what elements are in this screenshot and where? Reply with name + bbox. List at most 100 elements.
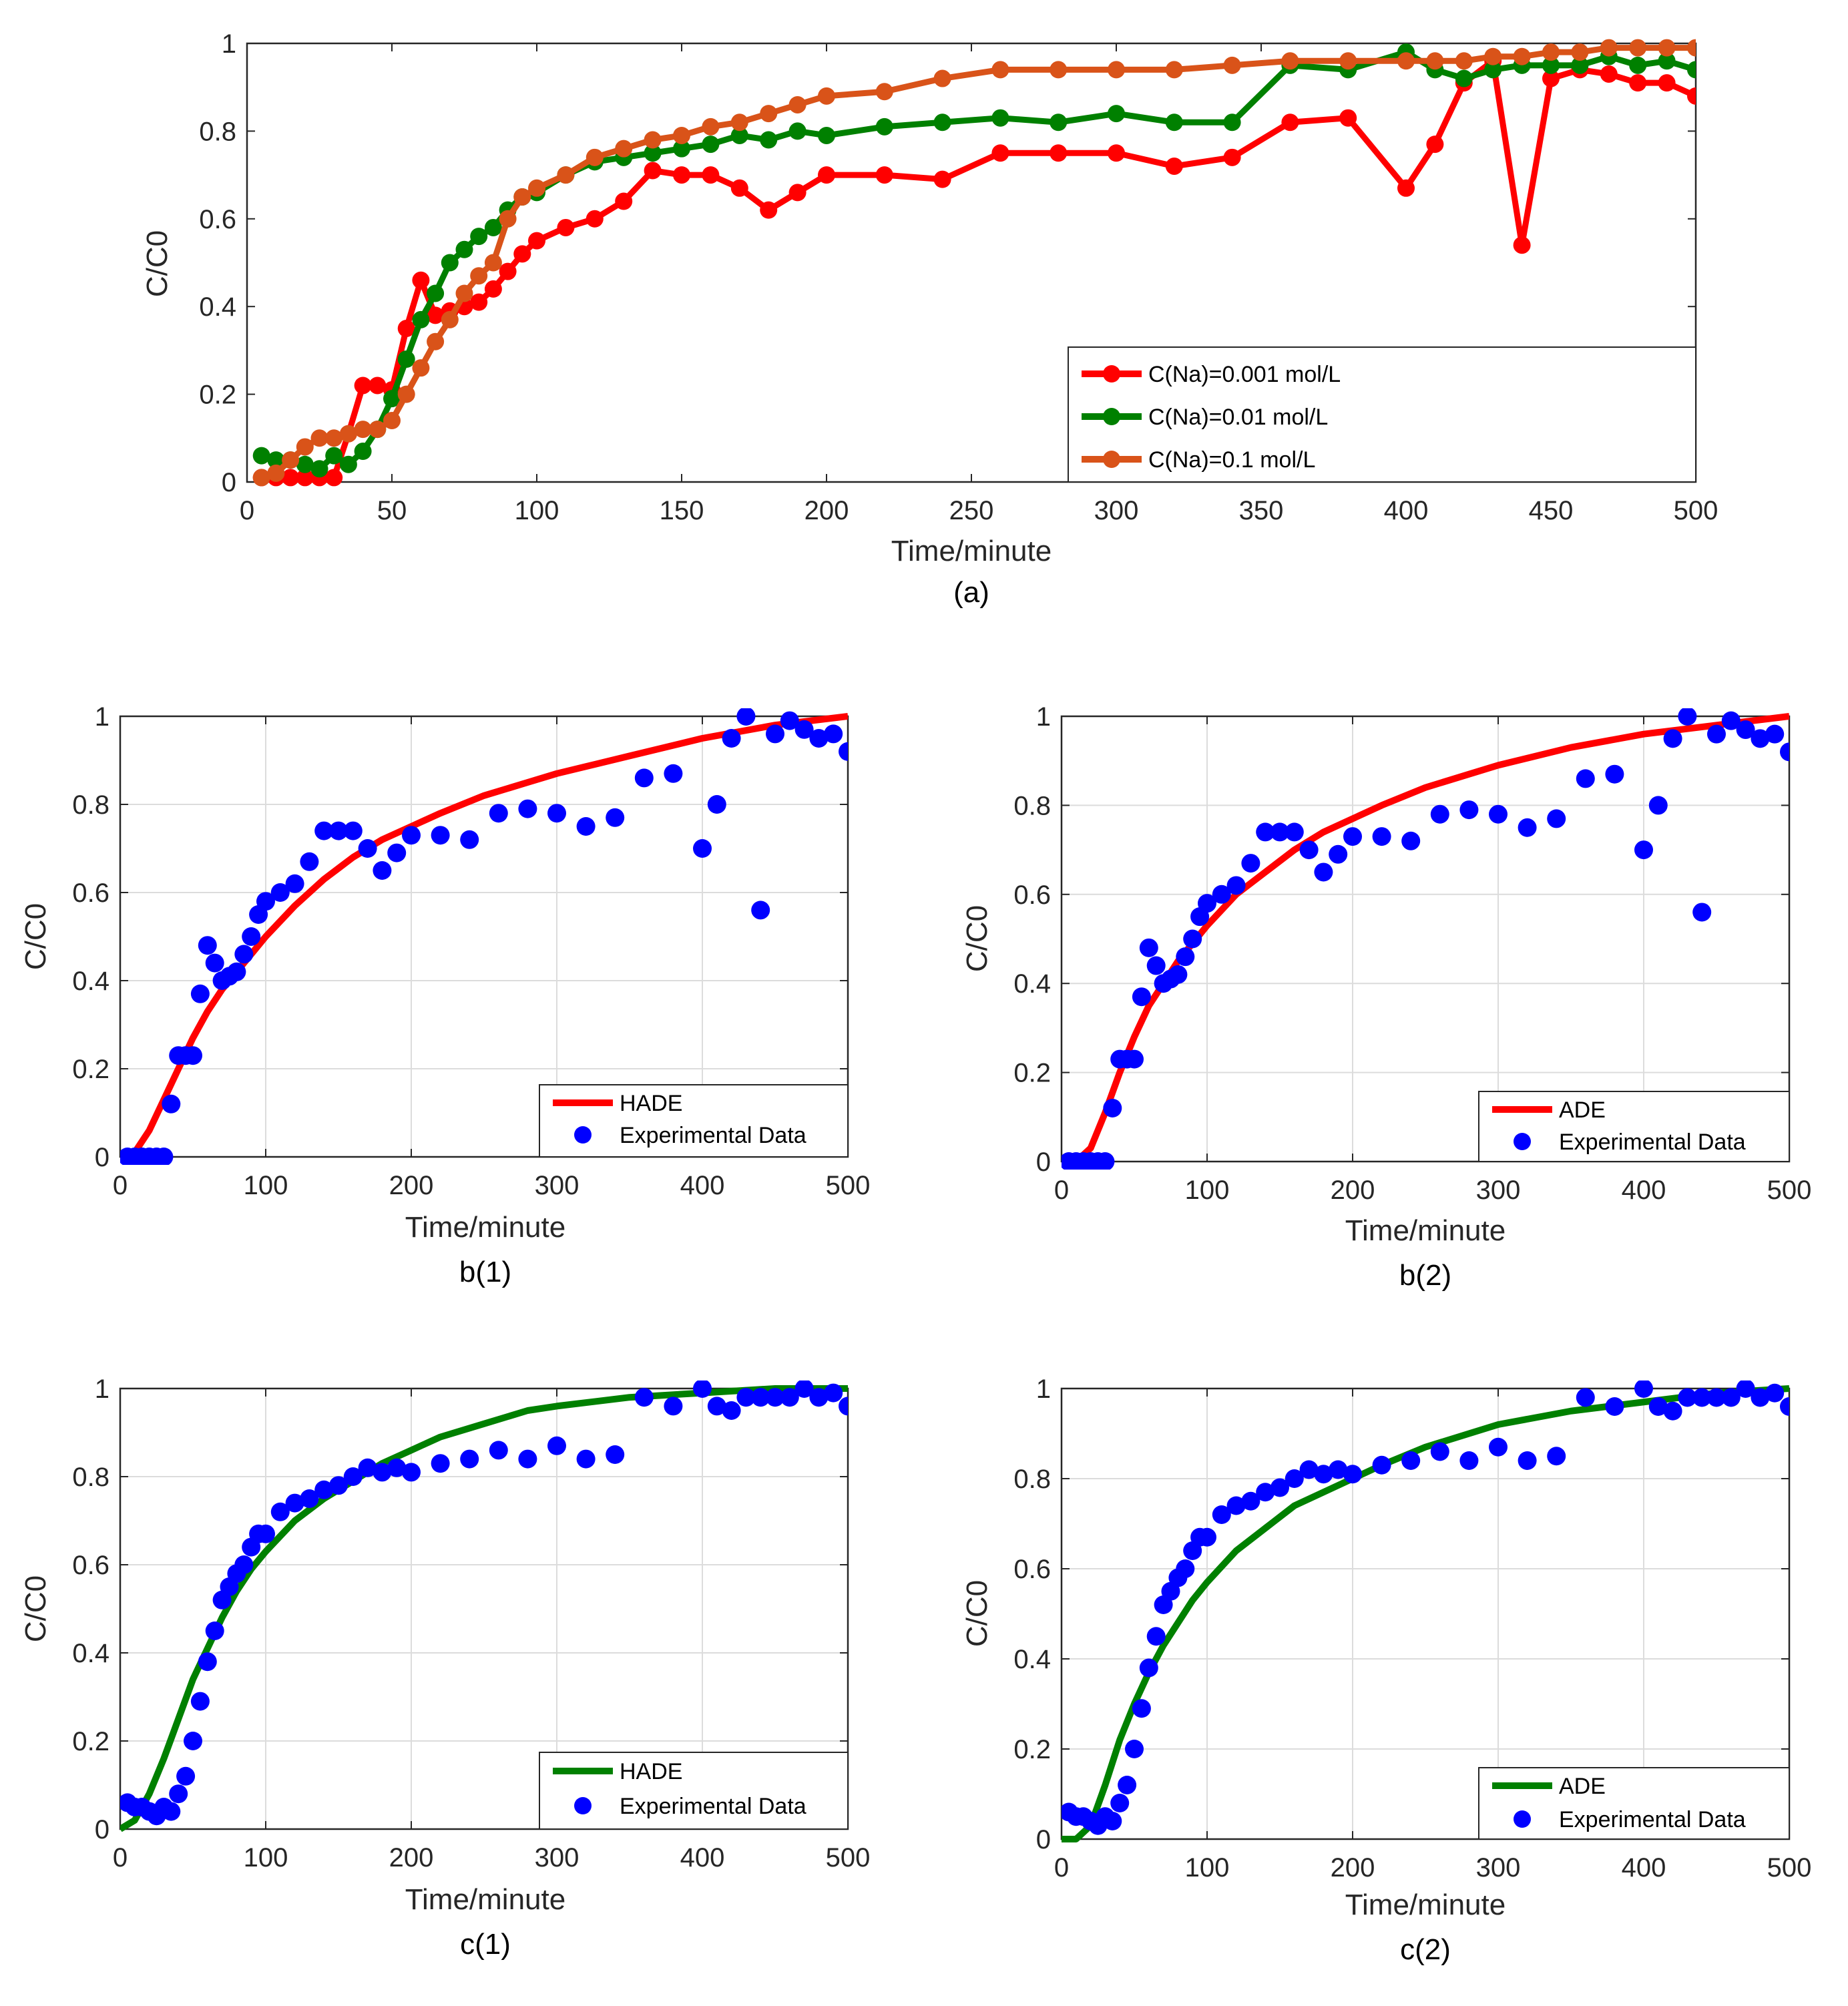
x-tick-label: 200 xyxy=(1331,1176,1375,1205)
y-tick-label: 0.8 xyxy=(1013,1465,1051,1494)
data-point xyxy=(296,469,314,487)
data-point xyxy=(1329,1460,1348,1479)
data-point xyxy=(1281,52,1299,70)
data-point xyxy=(256,892,275,911)
data-point xyxy=(1707,724,1726,744)
data-point xyxy=(373,861,392,880)
x-tick-label: 500 xyxy=(1767,1176,1812,1205)
data-point xyxy=(489,1441,508,1460)
data-point xyxy=(387,843,407,862)
data-point xyxy=(1165,61,1183,79)
panel-caption: b(1) xyxy=(459,1256,511,1288)
data-point xyxy=(736,708,756,726)
data-point xyxy=(412,271,430,289)
data-point xyxy=(615,192,633,210)
x-tick-label: 0 xyxy=(113,1843,128,1872)
data-point xyxy=(227,962,246,981)
data-point xyxy=(190,1692,210,1711)
data-point xyxy=(1513,236,1531,254)
y-tick-label: 0.4 xyxy=(1013,1645,1051,1674)
data-point xyxy=(933,170,951,188)
data-point xyxy=(205,953,224,973)
data-point xyxy=(373,1463,392,1482)
x-tick-label: 100 xyxy=(1185,1176,1230,1205)
plot-content xyxy=(1062,1381,1789,1842)
data-point xyxy=(586,210,604,228)
data-point xyxy=(383,390,401,408)
x-tick-label: 0 xyxy=(1054,1176,1069,1205)
data-point xyxy=(1426,52,1444,70)
data-point xyxy=(730,113,748,132)
data-point xyxy=(1576,1388,1595,1407)
y-tick-label: 1 xyxy=(95,1374,109,1404)
y-tick-label: 0.4 xyxy=(1013,969,1051,999)
data-point xyxy=(1692,903,1712,922)
data-point xyxy=(198,936,217,955)
data-point xyxy=(1103,1098,1122,1117)
legend: ADE Experimental Data xyxy=(1478,1767,1790,1840)
y-axis-label: C/C0 xyxy=(961,1580,993,1647)
data-point xyxy=(402,1463,421,1482)
data-point xyxy=(339,425,357,443)
panel-caption: c(1) xyxy=(460,1928,511,1961)
axes-frame xyxy=(119,715,849,1158)
data-point xyxy=(707,795,726,814)
x-tick-label: 0 xyxy=(113,1171,128,1200)
data-point xyxy=(343,821,363,840)
x-tick-label: 200 xyxy=(804,496,849,525)
data-point xyxy=(1629,39,1647,57)
x-axis-label: Time/minute xyxy=(1345,1889,1506,1921)
tick-labels: 0 100 200 300 400 500 0 0.2 0.4 0.6 0.8 1 xyxy=(1013,1374,1811,1883)
plot-content xyxy=(120,708,848,1165)
x-axis-label: Time/minute xyxy=(891,535,1052,567)
data-point xyxy=(300,1489,319,1508)
chart-a: 0 50 100 150 200 250 300 350 400 450 500 0 0.2 0.4 0.6… xyxy=(141,29,1718,609)
data-point xyxy=(412,310,430,328)
data-point xyxy=(1542,56,1560,74)
data-point xyxy=(1736,720,1755,740)
x-tick-label: 100 xyxy=(515,496,559,525)
data-point xyxy=(460,830,479,849)
data-point xyxy=(1343,827,1362,846)
data-point xyxy=(1489,1437,1508,1457)
x-tick-label: 300 xyxy=(535,1171,580,1200)
data-point xyxy=(1600,39,1618,57)
x-tick-label: 350 xyxy=(1239,496,1284,525)
x-tick-label: 100 xyxy=(244,1171,288,1200)
data-point xyxy=(1314,862,1333,882)
data-point xyxy=(1687,61,1696,79)
data-point xyxy=(1751,1388,1770,1407)
legend-box xyxy=(539,1752,849,1830)
data-point xyxy=(1212,885,1231,904)
data-point xyxy=(296,455,314,473)
plot-content xyxy=(252,39,1696,487)
x-tick-label: 500 xyxy=(1767,1853,1812,1883)
data-point xyxy=(455,240,473,258)
data-point xyxy=(1256,822,1275,842)
y-axis-label: C/C0 xyxy=(19,903,52,970)
data-point xyxy=(1132,987,1151,1007)
y-tick-label: 0 xyxy=(95,1143,109,1172)
legend-marker xyxy=(1103,365,1120,383)
data-point xyxy=(242,927,261,946)
data-point xyxy=(693,1381,712,1398)
data-point xyxy=(369,377,387,395)
y-tick-label: 0.4 xyxy=(72,967,109,996)
data-point xyxy=(1108,105,1125,123)
data-point xyxy=(1125,1740,1144,1758)
data-point xyxy=(470,228,488,246)
data-point xyxy=(1339,109,1357,127)
data-point xyxy=(644,144,662,162)
data-point xyxy=(184,1046,202,1065)
data-point xyxy=(354,421,372,439)
chart-b2: 0 100 200 300 400 500 0 0.2 0.4 0.6 0.8 1 Time/minut… xyxy=(961,702,1811,1292)
data-point xyxy=(1223,113,1241,132)
data-point xyxy=(818,126,835,144)
data-point xyxy=(1270,822,1289,842)
y-tick-label: 0.6 xyxy=(72,879,109,908)
data-point xyxy=(1108,61,1125,79)
data-point xyxy=(760,201,778,219)
x-tick-label: 300 xyxy=(535,1843,580,1872)
data-point xyxy=(460,1449,479,1469)
